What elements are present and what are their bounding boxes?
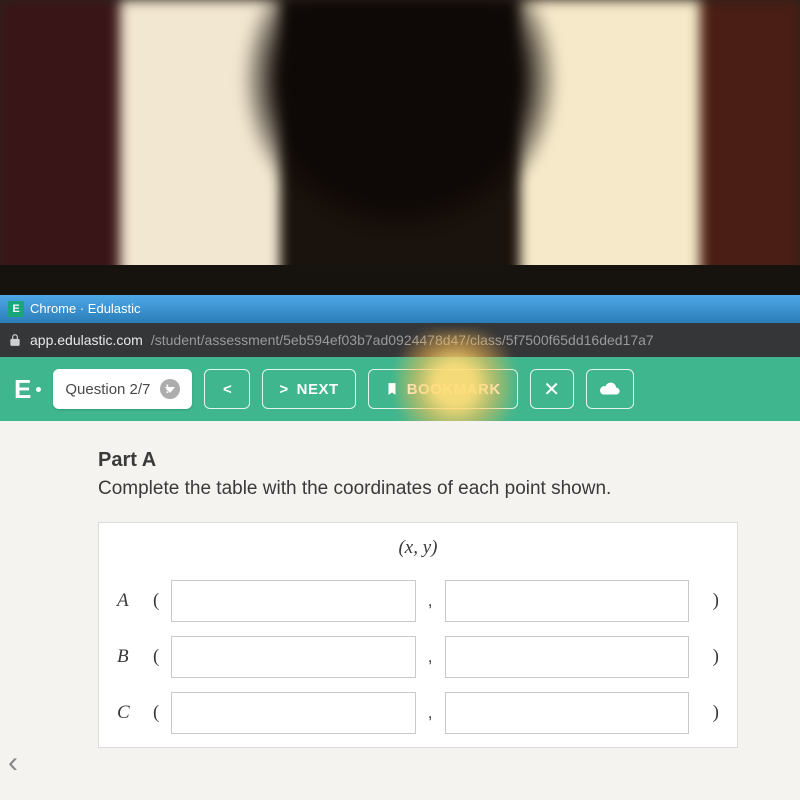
close-paren: ) xyxy=(701,590,719,612)
next-button[interactable]: > NEXT xyxy=(262,369,355,409)
question-counter: Question 2/7 xyxy=(65,381,150,398)
part-heading: Part A xyxy=(98,449,764,472)
table-row: A ( , ) xyxy=(117,573,719,629)
question-selector[interactable]: Question 2/7 ! xyxy=(53,369,192,409)
comma-separator: , xyxy=(428,647,433,667)
table-row: B ( , ) xyxy=(117,629,719,685)
close-button[interactable]: ✕ xyxy=(530,369,574,409)
bookmark-label: BOOKMARK xyxy=(407,381,501,398)
monitor-bezel xyxy=(0,265,800,295)
chevron-left-icon: < xyxy=(223,381,232,398)
open-paren: ( xyxy=(153,702,159,724)
table-column-header: (x, y) xyxy=(117,537,719,559)
cloud-sync-button[interactable] xyxy=(586,369,634,409)
close-paren: ) xyxy=(701,702,719,724)
row-label: C xyxy=(117,702,141,724)
url-host: app.edulastic.com xyxy=(30,332,143,348)
close-icon: ✕ xyxy=(543,377,560,402)
close-paren: ) xyxy=(701,646,719,668)
brand-dot-icon xyxy=(36,387,41,392)
comma-separator: , xyxy=(428,703,433,723)
app-toolbar: E Question 2/7 ! < > NEXT BOOKMARK ✕ xyxy=(0,357,800,421)
coordinate-table: (x, y) A ( , ) B ( , ) C ( , ) xyxy=(98,522,738,748)
lock-icon xyxy=(8,333,22,347)
chevron-right-icon: > xyxy=(279,381,288,398)
status-indicator-icon: ! xyxy=(160,379,180,399)
x-input[interactable] xyxy=(171,692,415,734)
y-input[interactable] xyxy=(445,580,689,622)
row-label: A xyxy=(117,590,141,612)
x-input[interactable] xyxy=(171,580,415,622)
y-input[interactable] xyxy=(445,636,689,678)
open-paren: ( xyxy=(153,590,159,612)
chevron-down-icon xyxy=(165,387,175,393)
table-row: C ( , ) xyxy=(117,685,719,741)
collapse-panel-chevron-icon[interactable]: ‹ xyxy=(0,740,26,786)
brand-logo[interactable]: E xyxy=(14,374,41,405)
url-path: /student/assessment/5eb594ef03b7ad092447… xyxy=(151,332,654,348)
question-content: Part A Complete the table with the coord… xyxy=(0,421,800,800)
window-title: Chrome · Edulastic xyxy=(30,295,141,323)
x-input[interactable] xyxy=(171,636,415,678)
browser-titlebar: E Chrome · Edulastic xyxy=(0,295,800,323)
edulastic-favicon-icon: E xyxy=(8,301,24,317)
prev-button[interactable]: < xyxy=(204,369,250,409)
bookmark-button[interactable]: BOOKMARK xyxy=(368,369,518,409)
next-label: NEXT xyxy=(297,381,339,398)
instruction-text: Complete the table with the coordinates … xyxy=(98,478,764,500)
browser-url-bar[interactable]: app.edulastic.com/student/assessment/5eb… xyxy=(0,323,800,357)
brand-letter: E xyxy=(14,374,32,405)
comma-separator: , xyxy=(428,591,433,611)
cloud-icon xyxy=(599,381,621,397)
row-label: B xyxy=(117,646,141,668)
bookmark-icon xyxy=(385,381,399,397)
open-paren: ( xyxy=(153,646,159,668)
photo-backdrop xyxy=(0,0,800,290)
y-input[interactable] xyxy=(445,692,689,734)
